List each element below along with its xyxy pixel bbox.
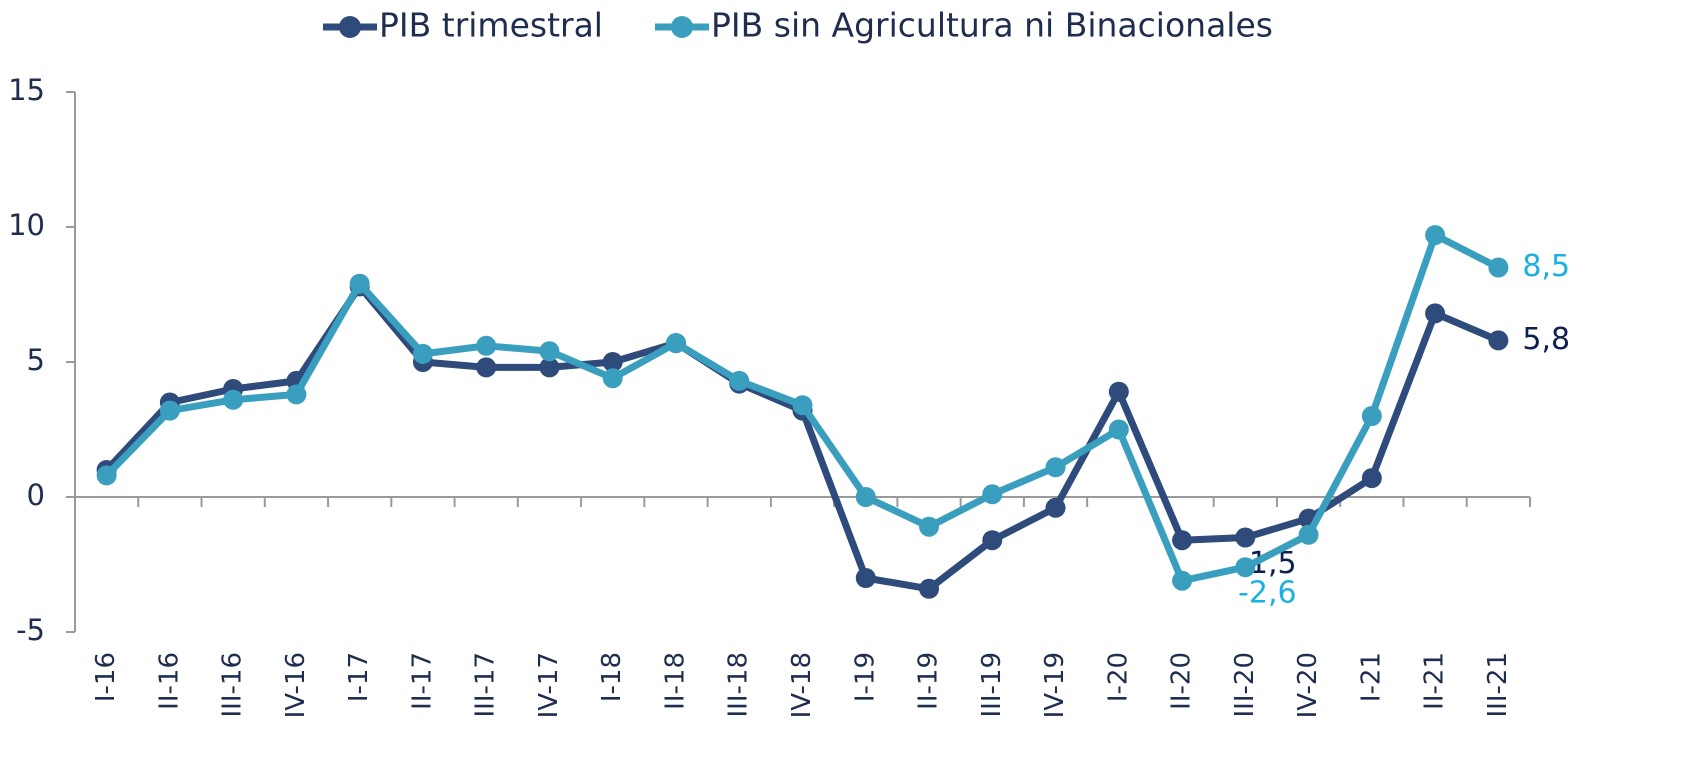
point [982, 530, 1003, 551]
point [412, 343, 433, 364]
x-tick-label: IV-17 [534, 652, 564, 718]
point [919, 578, 940, 599]
legend-label: PIB sin Agricultura ni Binacionales [711, 6, 1273, 45]
point [223, 389, 244, 410]
x-tick-label: II-21 [1420, 652, 1450, 710]
point [1361, 468, 1382, 489]
y-tick-label: -5 [16, 613, 45, 647]
value-label: 8,5 [1522, 249, 1570, 284]
point [476, 335, 497, 356]
point [1488, 330, 1509, 351]
point [1235, 557, 1256, 578]
x-tick-label: III-19 [977, 652, 1007, 717]
point [602, 352, 623, 372]
point [1172, 530, 1193, 551]
y-tick-label: 10 [8, 208, 45, 242]
value-label: -2,6 [1238, 576, 1297, 611]
x-tick-label: II-19 [914, 652, 944, 710]
x-tick-label: IV-16 [281, 652, 311, 718]
point [1298, 524, 1319, 545]
point [919, 516, 940, 537]
x-tick-label: I-17 [344, 652, 374, 702]
x-tick-label: III-17 [471, 652, 501, 717]
y-tick-label: 0 [27, 478, 45, 512]
point [982, 484, 1003, 505]
x-tick-label: I-19 [850, 652, 880, 702]
y-tick-label: 15 [8, 73, 45, 107]
point [1108, 381, 1129, 402]
point [855, 568, 876, 588]
point [1361, 406, 1382, 426]
x-tick-label: I-16 [91, 652, 121, 702]
point [855, 487, 876, 507]
legend-marker [339, 16, 361, 38]
x-tick-label: II-17 [407, 652, 437, 710]
y-tick-label: 5 [27, 343, 45, 377]
point [476, 357, 497, 378]
point [729, 370, 750, 391]
x-tick-label: II-20 [1167, 652, 1197, 710]
x-tick-label: I-18 [597, 652, 627, 702]
point [1235, 527, 1256, 548]
point [1045, 457, 1066, 478]
x-tick-label: IV-18 [787, 652, 817, 718]
value-label: 5,8 [1522, 322, 1570, 357]
point [159, 400, 180, 421]
legend-label: PIB trimestral [379, 6, 603, 45]
point [539, 341, 560, 362]
point [286, 384, 307, 405]
point [1172, 570, 1193, 591]
point [96, 465, 117, 486]
x-tick-label: IV-19 [1040, 652, 1070, 718]
x-tick-label: II-18 [660, 652, 690, 710]
x-tick-label: II-16 [154, 652, 184, 710]
x-tick-label: I-20 [1103, 652, 1133, 702]
point [1045, 497, 1066, 518]
x-tick-label: III-20 [1230, 652, 1260, 717]
point [665, 333, 686, 354]
point [602, 368, 623, 389]
x-tick-label: III-18 [724, 652, 754, 717]
point [539, 357, 560, 378]
point [1488, 257, 1509, 278]
point [792, 395, 813, 416]
point [1425, 225, 1446, 246]
x-tick-label: III-16 [218, 652, 248, 717]
point [349, 273, 370, 294]
point [1425, 303, 1446, 324]
x-tick-label: IV-20 [1293, 652, 1323, 718]
x-tick-label: III-21 [1483, 652, 1513, 717]
x-tick-label: I-21 [1356, 652, 1386, 702]
legend-marker [670, 16, 693, 38]
point [1108, 419, 1129, 440]
